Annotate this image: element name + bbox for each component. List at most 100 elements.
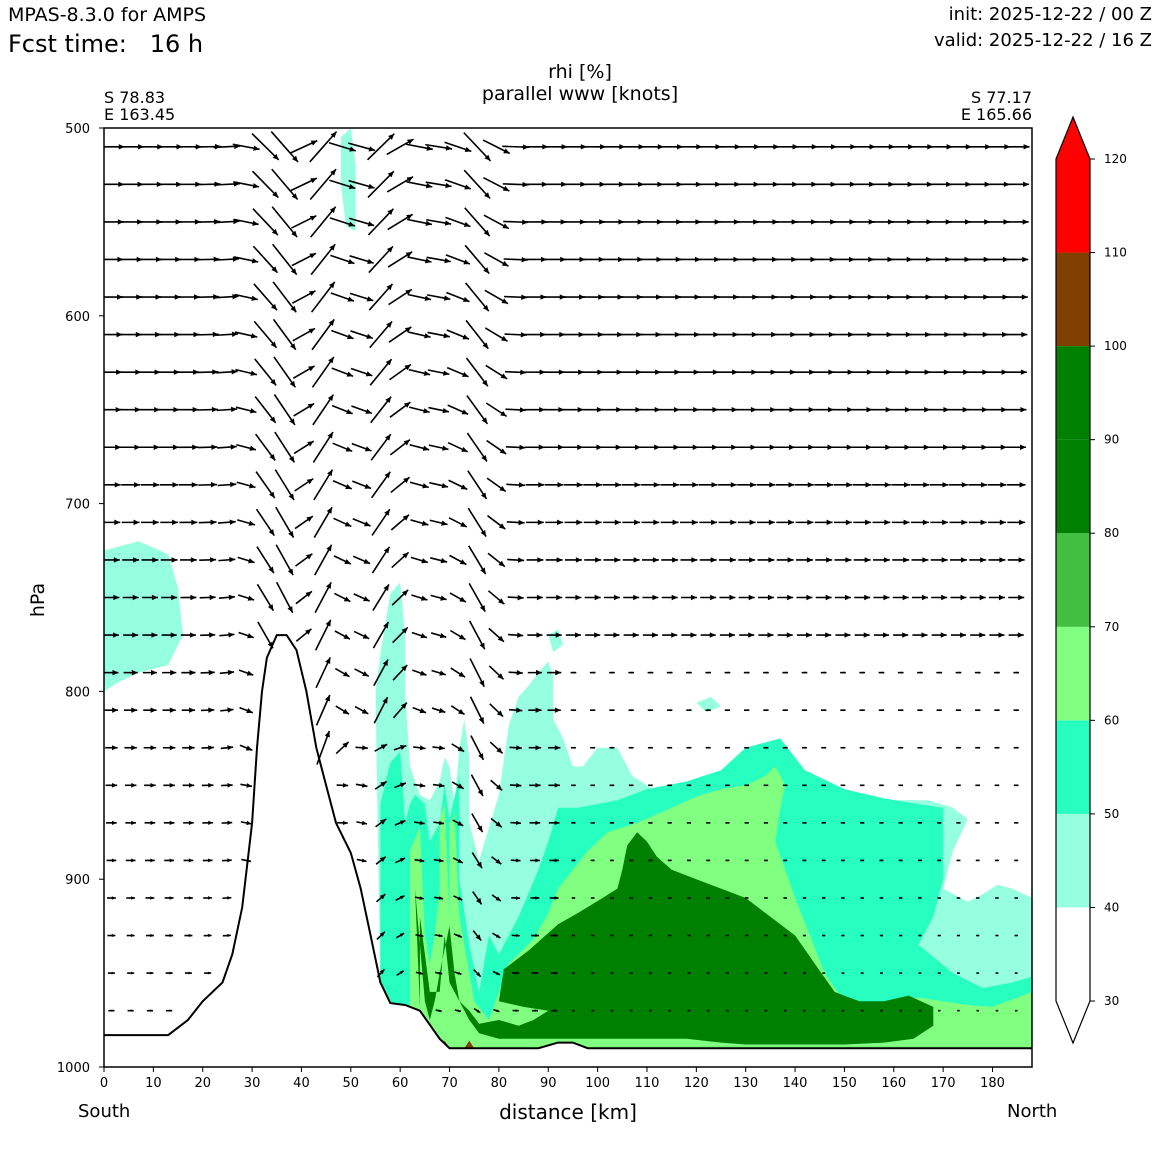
wind-vector [143,745,157,751]
wind-vector-head [150,707,157,713]
wind-vector [314,581,332,614]
wind-vector [1006,482,1026,488]
wind-vector-head [557,519,564,526]
wind-vector-shaft [251,170,279,199]
wind-vector-head [939,671,943,674]
wind-vector-head [478,753,484,760]
wind-vector-head [804,821,807,824]
wind-vector [235,406,257,414]
wind-vector-head [305,591,312,598]
wind-vector [203,896,213,900]
wind-vector-head [535,745,542,751]
wind-vector-head [134,444,141,450]
wind-vector [465,357,489,387]
wind-vector-head [406,176,414,183]
wind-vector [331,329,354,340]
wind-vector [860,821,865,824]
wind-vector [706,821,711,824]
wind-vector-head [445,145,453,151]
colorbar-tick-label: 80 [1104,526,1119,540]
wind-vector-head [804,671,808,674]
wind-vector-head [325,657,331,665]
wind-vector [410,556,429,564]
wind-vector [735,331,758,338]
wind-vector [222,896,232,900]
wind-vector-head [650,972,652,974]
wind-vector [292,327,316,342]
wind-vector-head [246,858,252,863]
wind-vector-shaft [252,208,279,236]
wind-vector [509,745,522,751]
wind-vector-shaft [310,243,336,276]
wind-vector-head [592,859,595,862]
wind-vector-head [708,821,711,824]
wind-vector [812,331,835,338]
wind-vector [1013,709,1019,712]
wind-vector [506,482,526,488]
wind-vector [330,254,355,265]
wind-vector [294,515,314,530]
wind-vector-head [577,444,584,450]
wind-vector [622,519,641,526]
wind-vector [334,667,350,678]
wind-vector [623,594,640,601]
wind-vector [629,972,633,974]
wind-vector [427,331,450,339]
wind-vector-head [669,1010,671,1012]
wind-vector-head [368,183,375,189]
wind-vector-head [788,482,795,488]
wind-vector-head [228,632,235,638]
wind-vector [350,330,374,339]
wind-vector [219,669,235,676]
wind-vector [548,820,560,826]
wind-vector-head [689,709,692,712]
wind-vector [898,859,903,862]
wind-vector [910,482,930,488]
wind-vector-head [808,407,815,413]
wind-vector-head [425,220,432,226]
wind-vector-head [519,444,526,451]
wind-vector-head [766,821,769,824]
wind-vector [744,709,750,712]
wind-vector [590,784,595,787]
wind-vector-head [208,820,213,825]
wind-vector-head [347,296,355,302]
wind-vector [725,897,730,899]
wind-vector [446,291,470,303]
wind-vector [526,519,544,526]
wind-vector-head [399,970,404,975]
wind-vector-head [671,632,678,638]
wind-vector [257,621,274,649]
wind-vector-head [825,594,832,601]
wind-vector [531,971,539,975]
wind-vector-shaft [311,356,335,388]
wind-vector-head [727,671,731,674]
wind-vector-head [208,745,214,751]
wind-vector-head [750,444,757,450]
wind-vector [840,746,846,749]
wind-vector-head [362,745,368,751]
wind-vector [106,820,117,826]
wind-vector-head [881,972,883,974]
wind-vector-head [539,407,546,413]
wind-vector-head [770,369,777,375]
wind-vector-head [131,971,135,975]
wind-vector-head [425,258,432,264]
wind-vector [814,482,834,488]
wind-vector-head [405,289,412,295]
wind-vector [391,551,410,569]
wind-vector-head [904,482,911,488]
wind-vector [582,407,603,413]
wind-vector [917,821,923,824]
wind-vector [621,444,641,450]
wind-vector [706,1009,710,1012]
wind-vector-head [789,407,796,413]
wind-vector-head [483,229,490,237]
wind-vector [639,369,662,375]
wind-vector [840,859,845,862]
wind-vector-head [727,897,730,899]
wind-vector-head [594,632,601,638]
wind-vector-head [1019,519,1026,526]
wind-vector-head [1022,256,1029,263]
wind-vector-head [710,594,717,601]
